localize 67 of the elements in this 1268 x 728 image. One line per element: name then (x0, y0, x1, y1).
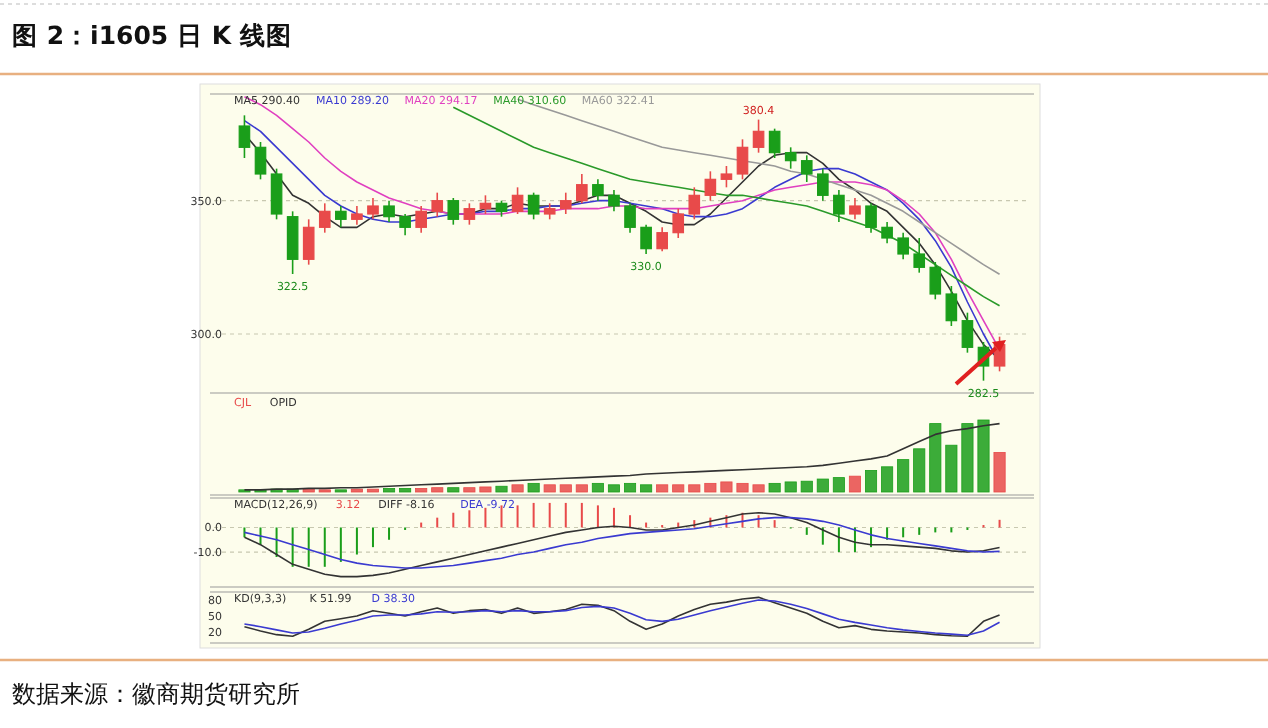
candlestick (527, 191, 540, 221)
bar (913, 448, 926, 493)
candlestick (817, 167, 829, 202)
candlestick (383, 199, 395, 223)
bar (431, 487, 444, 493)
candlestick (608, 189, 620, 213)
line-series (452, 106, 1001, 307)
candlestick (640, 223, 652, 255)
candlestick (318, 202, 331, 234)
bar (527, 482, 540, 493)
candlestick (672, 207, 685, 239)
bar (865, 470, 878, 493)
bar (511, 484, 524, 493)
candlestick (592, 178, 604, 202)
bar (816, 478, 829, 493)
candlestick (270, 167, 283, 221)
candlestick (559, 191, 572, 215)
candlestick (720, 165, 733, 189)
candlestick (961, 311, 974, 354)
candlestick (511, 186, 524, 215)
candlestick (576, 173, 588, 205)
candlestick (624, 202, 636, 234)
bar (607, 484, 620, 493)
candlestick (752, 118, 765, 154)
bar (897, 459, 910, 493)
candlestick (945, 285, 958, 327)
candlestick (929, 261, 942, 301)
candlestick (881, 221, 893, 245)
bar (575, 484, 588, 493)
candlestick (254, 141, 267, 181)
bar (624, 482, 637, 493)
candlestick (399, 213, 411, 237)
candlestick (431, 191, 444, 218)
candlestick (800, 154, 813, 183)
candlestick (302, 218, 315, 266)
candlestick (784, 146, 797, 170)
source-note: 数据来源：徽商期货研究所 (12, 680, 300, 708)
candlestick (447, 197, 460, 226)
candlestick (286, 210, 299, 275)
candlestick (335, 205, 347, 229)
line-series (243, 516, 1001, 569)
bar (656, 484, 669, 493)
candlestick (897, 231, 909, 261)
line-series (243, 511, 1001, 578)
bar (640, 484, 653, 493)
bar (591, 482, 604, 493)
candlestick (656, 226, 668, 253)
bar (495, 485, 508, 493)
chart-title: 图 2：i1605 日 K 线图 (12, 20, 292, 50)
candlestick (913, 237, 926, 274)
candlestick (415, 205, 427, 234)
candlestick (849, 197, 861, 221)
bar (848, 475, 861, 493)
candlestick (768, 127, 781, 159)
candlestick (367, 197, 379, 221)
bar (832, 477, 845, 493)
candlestick (736, 138, 749, 181)
candlestick (865, 202, 877, 234)
candlestick (463, 202, 476, 226)
candlestick (704, 170, 717, 202)
candlestick (238, 114, 251, 159)
candlestick (833, 189, 845, 223)
bar (993, 452, 1006, 493)
candlestick (351, 205, 363, 226)
candlestick (688, 186, 701, 221)
bar (881, 466, 894, 493)
bar (447, 487, 460, 493)
